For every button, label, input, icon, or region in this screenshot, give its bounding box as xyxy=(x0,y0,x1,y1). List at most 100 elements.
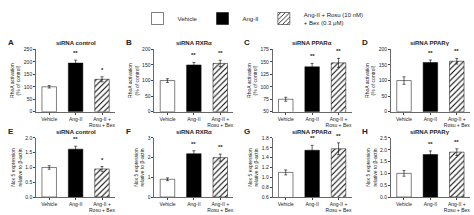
svg-text:RhoA activation(% of control): RhoA activation(% of control) xyxy=(246,63,259,98)
svg-text:100: 100 xyxy=(142,77,151,83)
svg-text:siRNA RXRα: siRNA RXRα xyxy=(176,40,212,46)
svg-text:50: 50 xyxy=(381,93,387,99)
svg-text:Ang-II: Ang-II xyxy=(424,116,437,122)
svg-text:75: 75 xyxy=(263,96,269,102)
svg-text:1.5: 1.5 xyxy=(380,158,387,164)
svg-text:Ang-II: Ang-II xyxy=(69,116,82,122)
svg-text:**: ** xyxy=(73,50,78,56)
svg-text:Ang-II + Rosu (10 nM)+ Bex (0.: Ang-II + Rosu (10 nM)+ Bex (0.3 μM) xyxy=(304,12,363,26)
svg-text:0.6: 0.6 xyxy=(262,194,269,200)
svg-text:Vehicle: Vehicle xyxy=(159,201,175,207)
svg-text:2.0: 2.0 xyxy=(25,135,32,141)
svg-text:1: 1 xyxy=(148,174,151,180)
svg-text:0.0: 0.0 xyxy=(25,194,32,200)
svg-text:125: 125 xyxy=(260,71,269,77)
svg-text:50: 50 xyxy=(145,93,151,99)
svg-text:Vehicle: Vehicle xyxy=(278,201,294,207)
svg-text:RhoA activation(% of control): RhoA activation(% of control) xyxy=(127,63,140,98)
svg-text:Ang-II: Ang-II xyxy=(243,16,259,22)
svg-text:**: ** xyxy=(454,139,459,145)
svg-text:G: G xyxy=(244,127,250,136)
svg-text:**: ** xyxy=(454,48,459,54)
svg-text:Ang-II: Ang-II xyxy=(187,116,200,122)
svg-text:siRNA RXRα: siRNA RXRα xyxy=(176,129,212,135)
svg-text:**: ** xyxy=(336,48,341,54)
svg-text:**: ** xyxy=(336,133,341,139)
svg-text:200: 200 xyxy=(24,59,33,65)
svg-text:Ang-II: Ang-II xyxy=(187,201,200,207)
svg-text:Vehicle: Vehicle xyxy=(396,201,412,207)
svg-text:siRNA PPARα: siRNA PPARα xyxy=(292,40,332,46)
svg-text:A: A xyxy=(8,38,14,47)
svg-text:1.2: 1.2 xyxy=(262,164,269,170)
svg-text:Ang-II: Ang-II xyxy=(424,201,437,207)
svg-text:0.5: 0.5 xyxy=(380,182,387,188)
svg-text:H: H xyxy=(362,127,368,136)
svg-text:250: 250 xyxy=(24,46,33,52)
svg-text:Ang-II: Ang-II xyxy=(305,201,318,207)
svg-text:**: ** xyxy=(191,52,196,58)
svg-text:Vehicle: Vehicle xyxy=(41,201,57,207)
svg-text:Ang-II +Rosu + Bex: Ang-II +Rosu + Bex xyxy=(326,201,352,214)
svg-text:Ang-II +Rosu + Bex: Ang-II +Rosu + Bex xyxy=(444,116,470,128)
svg-text:Vehicle: Vehicle xyxy=(41,116,57,122)
svg-text:50: 50 xyxy=(27,96,33,102)
svg-text:RhoA activation(% of control): RhoA activation(% of control) xyxy=(364,63,377,98)
svg-text:1.0: 1.0 xyxy=(25,164,32,170)
svg-text:1.6: 1.6 xyxy=(262,145,269,151)
svg-text:Vehicle: Vehicle xyxy=(178,16,198,22)
svg-text:Ang-II: Ang-II xyxy=(69,201,82,207)
svg-text:1.8: 1.8 xyxy=(262,135,269,141)
svg-text:RhoA activation(% of control): RhoA activation(% of control) xyxy=(9,63,22,98)
svg-text:**: ** xyxy=(191,141,196,147)
svg-text:2.5: 2.5 xyxy=(380,135,387,141)
svg-text:200: 200 xyxy=(142,46,151,52)
svg-text:0: 0 xyxy=(148,194,151,200)
svg-text:150: 150 xyxy=(142,62,151,68)
svg-text:*: * xyxy=(101,157,104,163)
svg-text:Ang-II +Rosu + Bex: Ang-II +Rosu + Bex xyxy=(444,201,470,214)
svg-text:D: D xyxy=(362,38,368,47)
svg-text:**: ** xyxy=(73,136,78,142)
svg-text:*: * xyxy=(101,67,104,73)
svg-text:**: ** xyxy=(310,53,315,59)
svg-text:1.4: 1.4 xyxy=(262,154,269,160)
svg-text:Nox 5 expressionrelative to β-: Nox 5 expressionrelative to β-actin xyxy=(133,148,146,187)
svg-text:0.8: 0.8 xyxy=(262,184,269,190)
svg-text:200: 200 xyxy=(379,46,388,52)
svg-text:Vehicle: Vehicle xyxy=(159,116,175,122)
svg-text:Ang-II +Rosu + Bex: Ang-II +Rosu + Bex xyxy=(89,116,115,128)
svg-text:E: E xyxy=(8,127,14,136)
svg-text:siRNA PPARγ: siRNA PPARγ xyxy=(410,40,450,46)
svg-text:1.0: 1.0 xyxy=(262,174,269,180)
svg-text:**: ** xyxy=(428,50,433,56)
svg-text:1.0: 1.0 xyxy=(380,170,387,176)
svg-text:Ang-II +Rosu + Bex: Ang-II +Rosu + Bex xyxy=(207,201,233,214)
svg-text:B: B xyxy=(126,38,132,47)
svg-text:100: 100 xyxy=(260,84,269,90)
svg-text:1.5: 1.5 xyxy=(25,149,32,155)
svg-text:0.0: 0.0 xyxy=(380,194,387,200)
svg-text:0: 0 xyxy=(148,108,151,114)
svg-text:siRNA PPARγ: siRNA PPARγ xyxy=(410,129,450,135)
svg-text:Ang-II +Rosu + Bex: Ang-II +Rosu + Bex xyxy=(326,116,352,128)
svg-text:siRNA PPARα: siRNA PPARα xyxy=(292,129,332,135)
svg-text:Nox 5 expressionrelative to β-: Nox 5 expressionrelative to β-actin xyxy=(247,148,260,187)
svg-text:siRNA control: siRNA control xyxy=(56,40,96,46)
svg-text:Nox 5 expressionrelative to β-: Nox 5 expressionrelative to β-actin xyxy=(365,148,378,187)
svg-text:Vehicle: Vehicle xyxy=(278,116,294,122)
svg-text:siRNA control: siRNA control xyxy=(56,129,96,135)
svg-text:100: 100 xyxy=(379,77,388,83)
svg-text:3: 3 xyxy=(148,135,151,141)
svg-text:**: ** xyxy=(218,50,223,56)
svg-text:Nox 5 expressionrelative to β-: Nox 5 expressionrelative to β-actin xyxy=(10,148,23,187)
svg-text:Vehicle: Vehicle xyxy=(396,116,412,122)
svg-text:150: 150 xyxy=(24,71,33,77)
svg-text:**: ** xyxy=(428,141,433,147)
svg-text:2: 2 xyxy=(148,154,151,160)
svg-text:150: 150 xyxy=(379,62,388,68)
svg-text:Ang-II: Ang-II xyxy=(305,116,318,122)
svg-text:2.0: 2.0 xyxy=(380,147,387,153)
svg-text:Ang-II +Rosu + Bex: Ang-II +Rosu + Bex xyxy=(207,116,233,128)
svg-text:**: ** xyxy=(218,144,223,150)
